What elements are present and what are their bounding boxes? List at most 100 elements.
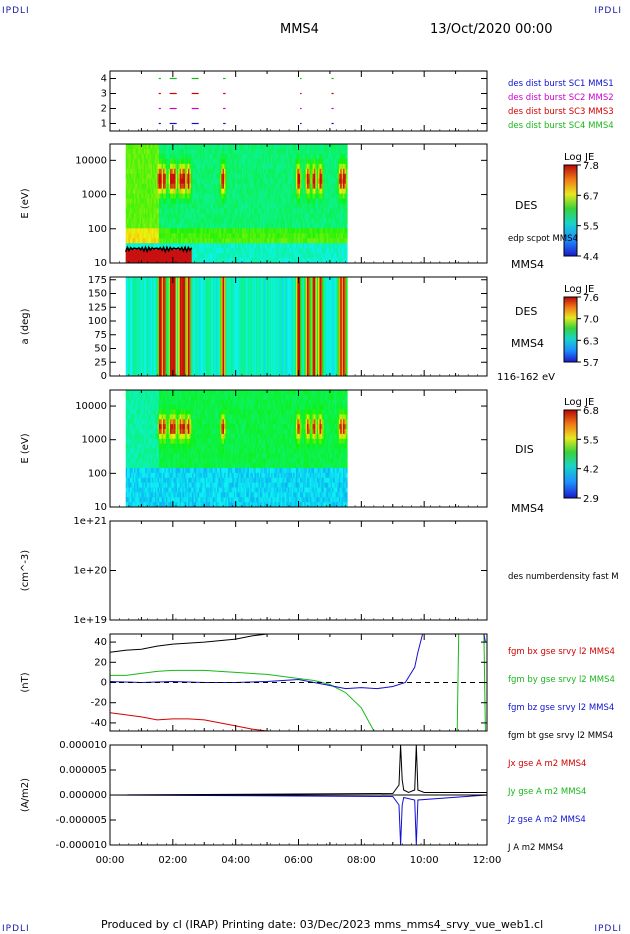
spectrogram-cell <box>345 253 348 259</box>
spectrogram-cell <box>226 223 229 229</box>
spectrogram-cell <box>226 144 229 150</box>
spectrogram-cell <box>218 218 221 224</box>
spectrogram-cell <box>287 144 290 150</box>
spectrogram-cell <box>142 429 145 435</box>
spectrogram-cell <box>241 223 244 229</box>
spectrogram-cell <box>320 148 323 155</box>
spectrogram-cell <box>146 492 149 498</box>
spectrogram-cell <box>331 193 334 199</box>
spectrogram-cell <box>176 193 179 199</box>
spectrogram-cell <box>261 203 264 209</box>
spectrogram-cell <box>255 213 258 219</box>
spectrogram-cell <box>145 463 147 469</box>
spectrogram-cell <box>272 208 275 214</box>
spectrogram-cell <box>147 399 150 406</box>
spectrogram-cell <box>309 153 312 160</box>
spectrogram-cell <box>316 258 319 264</box>
spectrogram-cell <box>257 144 260 150</box>
spectrogram-cell <box>257 277 260 377</box>
spectrogram-cell <box>313 253 316 259</box>
spectrogram-cell <box>322 158 325 165</box>
spectrogram-cell <box>125 429 128 435</box>
spectrogram-cell <box>295 148 298 155</box>
spectrogram-cell <box>129 448 132 454</box>
spectrogram-cell <box>152 414 154 420</box>
spectrogram-cell <box>233 158 236 165</box>
spectrogram-cell <box>246 173 248 180</box>
spectrogram-cell <box>160 243 163 249</box>
spectrogram-cell <box>211 243 214 249</box>
spectrogram-cell <box>140 429 143 435</box>
spectrogram-cell <box>266 173 269 180</box>
spectrogram-cell <box>330 233 333 239</box>
spectrogram-cell <box>226 198 229 204</box>
spectrogram-cell <box>340 173 343 180</box>
spectrogram-cell <box>128 213 131 219</box>
spectrogram-cell <box>165 477 168 484</box>
spectrogram-cell <box>230 213 233 219</box>
spectrogram-cell <box>241 213 244 219</box>
spectrogram-cell <box>210 218 212 224</box>
spectrogram-cell <box>233 233 236 239</box>
spectrogram-cell <box>194 228 197 234</box>
spectrogram-cell <box>302 153 305 160</box>
spectrogram-cell <box>182 148 185 155</box>
spectrogram-cell <box>134 193 136 199</box>
spectrogram-cell <box>228 253 230 259</box>
spectrogram-cell <box>149 144 152 150</box>
spectrogram-cell <box>161 502 164 508</box>
spectrogram-cell <box>217 277 219 377</box>
spectrogram-cell <box>329 188 331 194</box>
spectrogram-cell <box>326 148 329 155</box>
spectrogram-cell <box>212 173 215 180</box>
spectrogram-cell <box>318 158 320 165</box>
spectrogram-cell <box>320 168 323 175</box>
spectrogram-cell <box>164 438 167 445</box>
spectrogram-cell <box>232 183 235 190</box>
spectrogram-cell <box>318 144 320 150</box>
spectrogram-cell <box>185 168 188 175</box>
spectrogram-cell <box>199 233 201 239</box>
spectrogram-cell <box>287 158 290 165</box>
spectrogram-cell <box>337 228 340 234</box>
spectrogram-cell <box>284 213 287 219</box>
spectrogram-cell <box>229 218 232 224</box>
spectrogram-cell <box>189 163 192 170</box>
spectrogram-cell <box>192 248 194 254</box>
spectrogram-cell <box>243 238 246 244</box>
spectrogram-cell <box>182 213 185 219</box>
spectrogram-cell <box>196 258 199 264</box>
spectrogram-cell <box>157 429 160 435</box>
spectrogram-cell <box>287 148 290 155</box>
spectrogram-cell <box>165 158 168 165</box>
spectrogram-cell <box>175 148 178 155</box>
spectrogram-cell <box>175 463 178 469</box>
spectrogram-cell <box>194 148 197 155</box>
spectrogram-cell <box>204 193 207 199</box>
spectrogram-cell <box>233 163 236 170</box>
spectrogram-cell <box>153 213 156 219</box>
spectrogram-cell <box>149 223 152 229</box>
spectrogram-cell <box>264 228 266 234</box>
spectrogram-cell <box>221 223 224 229</box>
spectrogram-cell <box>241 168 244 175</box>
spectrogram-cell <box>197 188 200 194</box>
spectrogram-cell <box>272 144 275 150</box>
spectrogram-cell <box>179 394 182 401</box>
spectrogram-cell <box>146 472 149 479</box>
spectrogram-cell <box>210 213 212 219</box>
spectrogram-cell <box>282 243 284 249</box>
spectrogram-cell <box>283 253 286 259</box>
spectrogram-cell <box>135 414 138 420</box>
spectrogram-cell <box>248 218 251 224</box>
spectrogram-cell <box>294 173 297 180</box>
spectrogram-cell <box>192 183 194 190</box>
spectrogram-cell <box>305 218 308 224</box>
spectrogram-cell <box>246 233 248 239</box>
spectrogram-cell <box>135 477 138 484</box>
spectrogram-cell <box>170 399 172 406</box>
spectrogram-cell <box>337 233 340 239</box>
spectrogram-cell <box>311 148 313 155</box>
spectrogram-cell <box>160 502 163 508</box>
